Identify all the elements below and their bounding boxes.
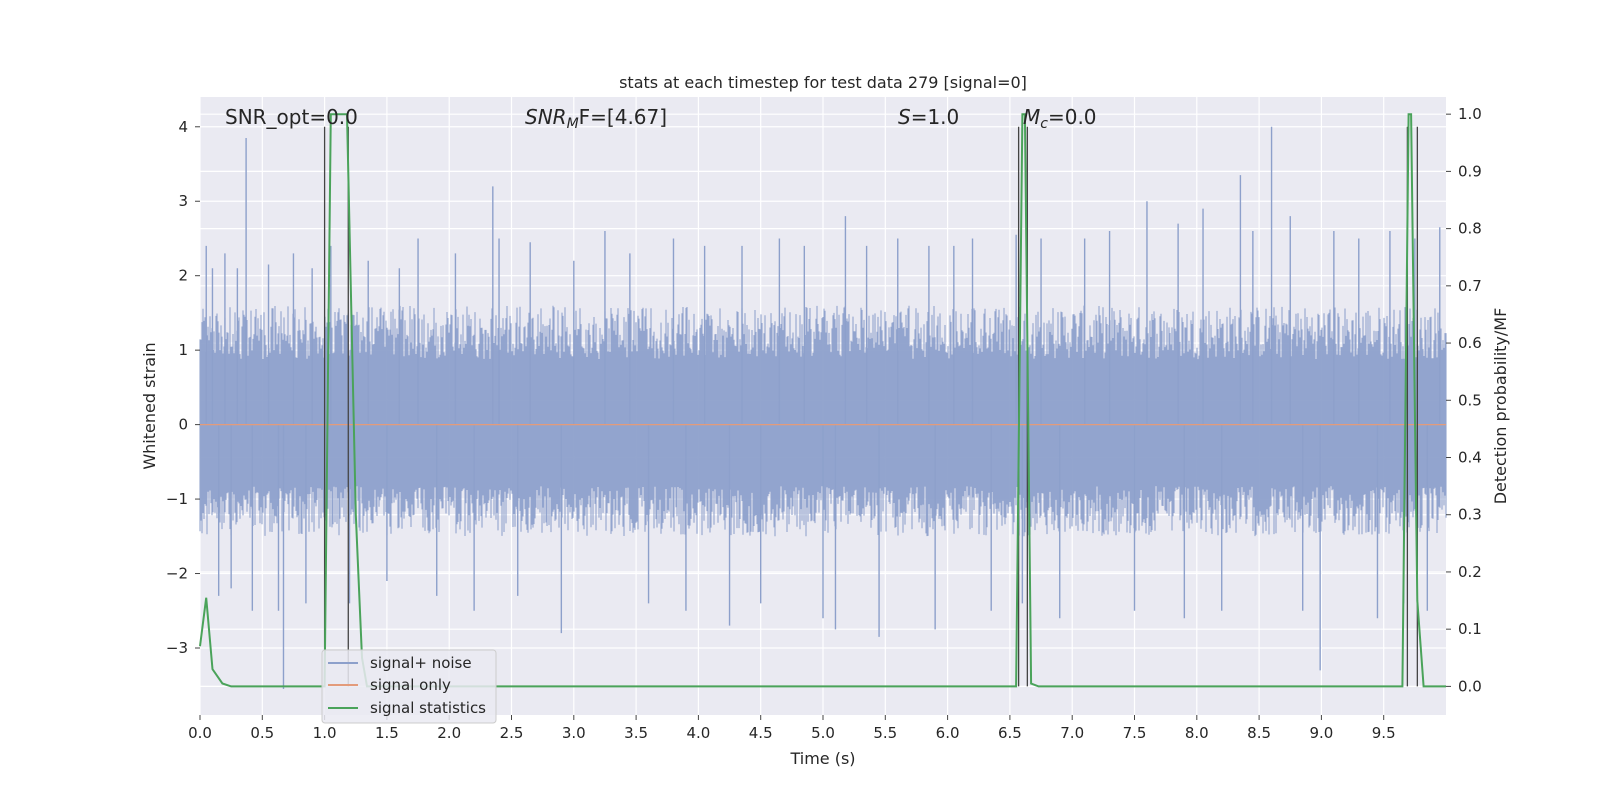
x-tick-label: 5.0: [811, 724, 835, 742]
y-right-tick-label: 0.2: [1458, 563, 1482, 581]
y-axis-left: −3 −2 −1 0 1 2 3 4: [166, 118, 200, 657]
x-tick-label: 3.5: [624, 724, 648, 742]
y-right-tick-label: 0.0: [1458, 677, 1482, 695]
y-left-tick-label: −1: [166, 490, 188, 508]
annotation-s-sym: S: [898, 105, 911, 129]
annotation-snr-mf: SNRMF=[4.67]: [525, 105, 667, 132]
x-tick-label: 9.0: [1309, 724, 1333, 742]
x-tick-label: 0.0: [188, 724, 212, 742]
legend-label-signal-noise: signal+ noise: [370, 654, 472, 672]
annotation-snr-opt: SNR_opt=0.0: [225, 105, 358, 129]
annotation-mc-sub: c: [1040, 116, 1048, 132]
annotation-snr-mf-sub: M: [567, 116, 579, 132]
y-left-tick-label: −2: [166, 565, 188, 583]
annotation-mc-rest: =0.0: [1048, 105, 1097, 129]
x-tick-label: 8.0: [1185, 724, 1209, 742]
x-tick-label: 1.5: [375, 724, 399, 742]
x-tick-label: 7.0: [1060, 724, 1084, 742]
legend-label-signal-statistics: signal statistics: [370, 699, 486, 717]
y-right-tick-label: 0.1: [1458, 620, 1482, 638]
x-tick-label: 8.5: [1247, 724, 1271, 742]
annotation-snr-mf-main: SNR: [525, 105, 567, 129]
annotation-mc-sym: M: [1023, 105, 1040, 129]
y-axis-right-label: Detection probability/MF: [1491, 308, 1510, 505]
chart-title: stats at each timestep for test data 279…: [619, 73, 1027, 92]
annotation-snr-mf-rest: F=[4.67]: [579, 105, 667, 129]
legend: signal+ noise signal only signal statist…: [321, 649, 497, 724]
y-right-tick-label: 0.4: [1458, 449, 1482, 467]
y-left-tick-label: 2: [178, 267, 188, 285]
x-axis-label: Time (s): [789, 749, 855, 768]
y-right-tick-label: 0.9: [1458, 162, 1482, 180]
y-right-tick-label: 0.3: [1458, 506, 1482, 524]
x-tick-label: 2.5: [500, 724, 524, 742]
x-tick-label: 9.5: [1372, 724, 1396, 742]
y-left-tick-label: 0: [178, 416, 188, 434]
plot-area: [199, 113, 1447, 689]
x-axis: 0.0 0.5 1.0 1.5 2.0 2.5 3.0 3.5 4.0 4.5 5.0 5.5 6.0 6…: [188, 715, 1396, 742]
y-axis-left-label: Whitened strain: [140, 342, 159, 469]
x-tick-label: 2.0: [437, 724, 461, 742]
x-tick-label: 3.0: [562, 724, 586, 742]
x-tick-label: 4.5: [749, 724, 773, 742]
x-tick-label: 6.5: [998, 724, 1022, 742]
y-left-tick-label: −3: [166, 639, 188, 657]
y-right-tick-label: 0.5: [1458, 391, 1482, 409]
legend-label-signal-only: signal only: [370, 676, 451, 694]
y-left-tick-label: 4: [178, 118, 188, 136]
x-tick-label: 4.0: [686, 724, 710, 742]
annotation-s: S=1.0: [898, 105, 959, 129]
x-tick-label: 5.5: [873, 724, 897, 742]
annotation-s-rest: =1.0: [911, 105, 960, 129]
x-tick-label: 0.5: [250, 724, 274, 742]
x-tick-label: 6.0: [936, 724, 960, 742]
y-right-tick-label: 0.7: [1458, 277, 1482, 295]
y-right-tick-label: 0.8: [1458, 220, 1482, 238]
y-right-tick-label: 0.6: [1458, 334, 1482, 352]
y-left-tick-label: 1: [178, 341, 188, 359]
y-right-tick-label: 1.0: [1458, 105, 1482, 123]
x-tick-label: 7.5: [1123, 724, 1147, 742]
y-axis-right: 0.0 0.1 0.2 0.3 0.4 0.5 0.6 0.7 0.8 0.9 1.0: [1446, 105, 1482, 695]
annotation-mc: Mc=0.0: [1023, 105, 1097, 132]
x-tick-label: 1.0: [313, 724, 337, 742]
legend-box: [321, 649, 497, 724]
y-left-tick-label: 3: [178, 192, 188, 210]
